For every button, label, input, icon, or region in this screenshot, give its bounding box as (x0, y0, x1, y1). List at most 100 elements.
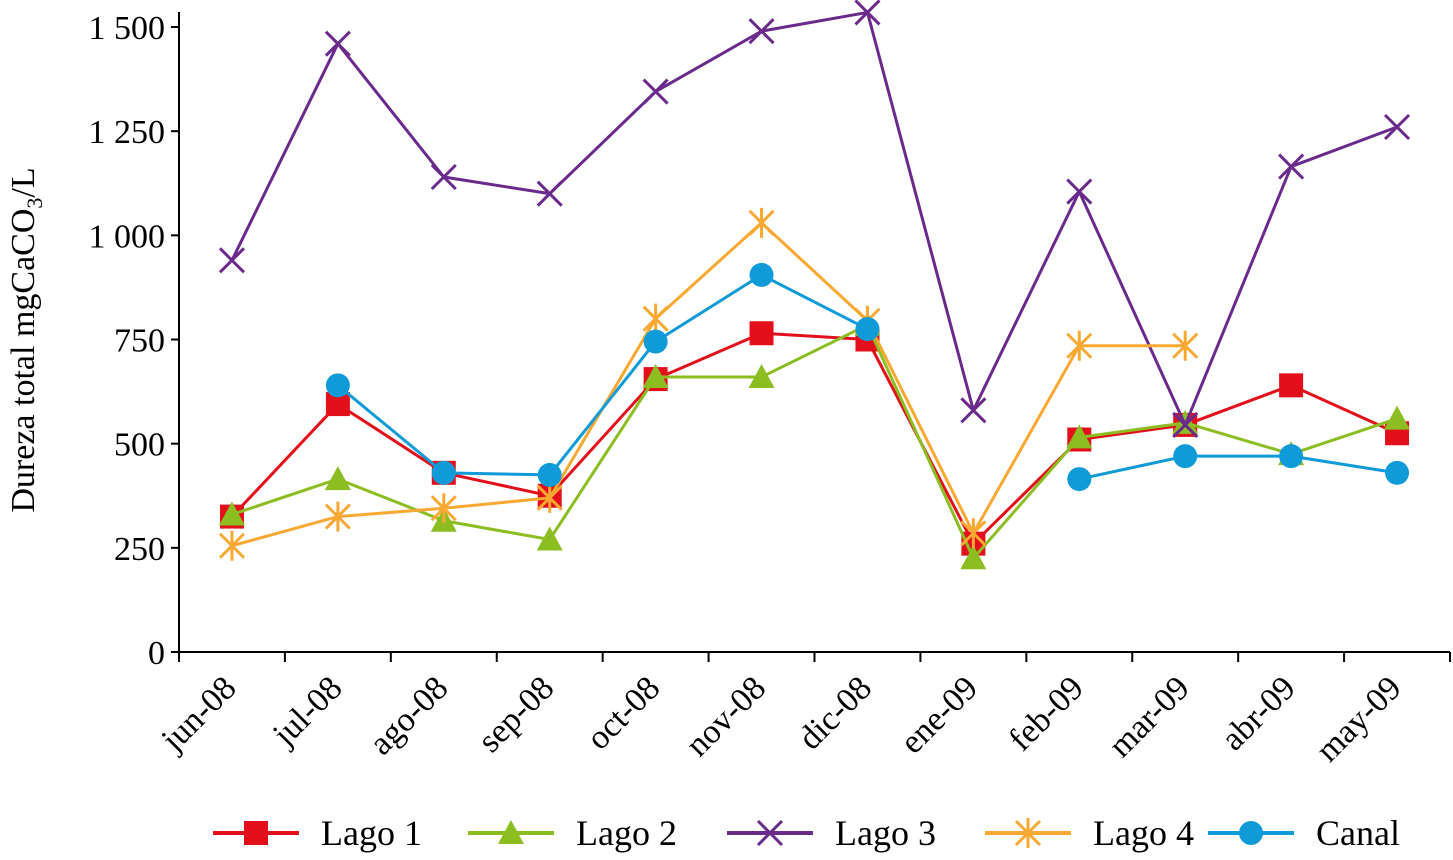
marker-star (1014, 818, 1042, 848)
marker-triangle (1066, 424, 1093, 449)
marker-star (430, 493, 457, 524)
data-point (324, 466, 351, 491)
data-point (1172, 411, 1199, 438)
y-tick-label: 750 (114, 323, 165, 360)
marker-x (1383, 113, 1411, 141)
y-tick-label: 1 500 (89, 10, 166, 47)
marker-x (756, 819, 784, 847)
marker-star (324, 501, 351, 532)
data-point (1173, 444, 1198, 469)
legend-item: Lago 4 (985, 813, 1194, 853)
marker-x (430, 163, 457, 191)
data-point (1278, 153, 1305, 180)
data-point (642, 364, 669, 388)
data-point (748, 18, 775, 45)
data-point (218, 247, 246, 274)
series-lago-2 (218, 311, 1411, 570)
data-point (854, 0, 881, 26)
marker-triangle (324, 466, 351, 491)
marker-x (854, 0, 881, 26)
y-axis-title: Dureza total mgCaCO3/L (5, 167, 47, 512)
data-point (960, 518, 987, 549)
data-point (642, 78, 669, 105)
data-point (749, 321, 774, 346)
data-point (536, 180, 563, 207)
y-tick-label: 1 000 (89, 218, 166, 255)
data-point (1385, 460, 1410, 485)
legend-item: Canal (1208, 813, 1400, 853)
x-tick-label: ago-08 (363, 669, 456, 762)
data-point (1172, 330, 1199, 361)
series-layer (218, 0, 1411, 570)
marker-x (218, 247, 246, 274)
data-point (1279, 444, 1304, 469)
marker-triangle (642, 364, 669, 388)
marker-x (324, 30, 351, 57)
x-tick-label: jul-08 (265, 669, 349, 753)
data-point (642, 303, 669, 334)
series-lago-4 (218, 207, 1199, 561)
legend-item: Lago 3 (727, 813, 936, 853)
series-line (1078, 454, 1398, 481)
marker-x (1278, 153, 1305, 180)
marker-x (536, 180, 563, 207)
y-axis-title-tail: /L (5, 167, 42, 197)
y-axis-title-main: Dureza total mgCaCO (5, 209, 42, 513)
data-point (1384, 405, 1411, 430)
series-line (231, 323, 1398, 560)
data-point (324, 30, 351, 57)
marker-star (218, 530, 246, 561)
series-lago-1 (219, 321, 1410, 556)
data-point (1066, 330, 1093, 361)
data-point (643, 329, 668, 354)
data-point (218, 501, 245, 526)
series-line (230, 10, 1398, 427)
marker-circle (1173, 444, 1198, 469)
data-point (536, 526, 563, 551)
data-point (855, 317, 880, 342)
marker-star (1172, 330, 1199, 361)
marker-circle (643, 329, 668, 354)
series-lago-3 (218, 0, 1411, 438)
marker-circle (1239, 821, 1263, 845)
data-point (1067, 467, 1092, 492)
y-tick-label: 1 250 (89, 114, 166, 151)
data-point (1066, 424, 1093, 449)
legend-item: Lago 2 (468, 813, 677, 853)
legend-label: Lago 3 (835, 813, 936, 853)
legend-marker (498, 820, 524, 844)
marker-x (748, 18, 775, 45)
marker-circle (855, 317, 880, 342)
x-tick-label: dic-08 (792, 669, 880, 757)
marker-circle (1385, 460, 1410, 485)
x-tick-label: sep-08 (471, 669, 561, 759)
marker-circle (749, 262, 774, 287)
x-tick-label: may-09 (1309, 669, 1409, 769)
y-axis-title-sub: 3 (22, 198, 47, 209)
x-tick-label: oct-08 (580, 669, 668, 757)
marker-x (1066, 178, 1093, 205)
data-point (749, 262, 774, 287)
data-point (537, 462, 562, 487)
data-point (1279, 373, 1304, 398)
marker-square (749, 321, 774, 346)
marker-triangle (218, 501, 245, 526)
marker-circle (1279, 444, 1304, 469)
marker-square (1279, 373, 1304, 398)
marker-circle (431, 460, 456, 485)
data-point (748, 364, 775, 388)
x-tick-label: ene-09 (893, 669, 985, 761)
data-point (430, 493, 457, 524)
legend-label: Lago 2 (576, 813, 677, 853)
data-point (324, 501, 351, 532)
x-tick-label: abr-09 (1214, 669, 1302, 757)
marker-triangle (960, 545, 987, 570)
legend-label: Canal (1316, 813, 1400, 853)
legend-label: Lago 4 (1093, 813, 1194, 853)
data-point (325, 373, 350, 398)
legend-marker (1239, 821, 1263, 845)
data-point (748, 207, 775, 238)
marker-circle (1067, 467, 1092, 492)
marker-star (1066, 330, 1093, 361)
